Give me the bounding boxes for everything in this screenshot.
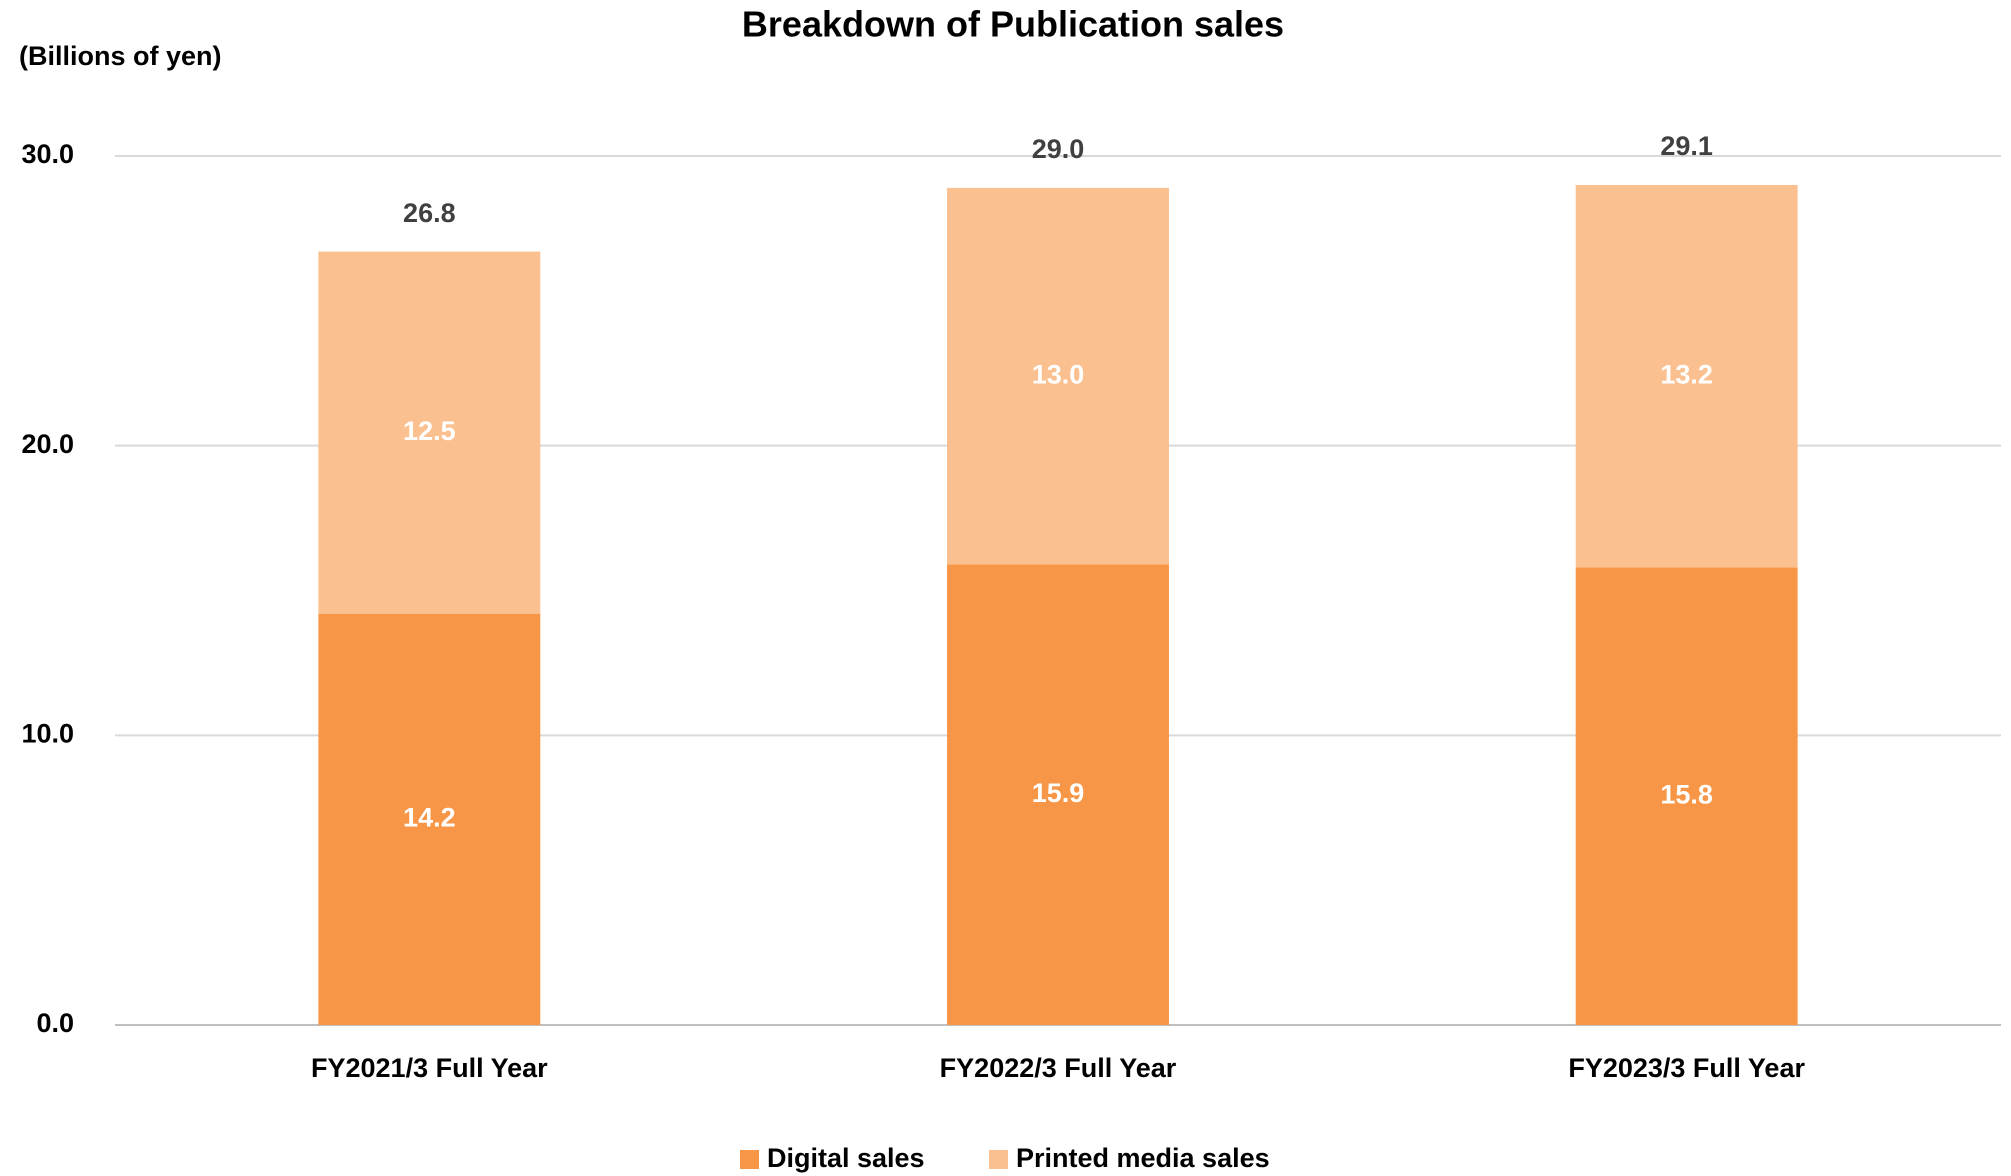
- value-label: 15.9: [1032, 778, 1085, 808]
- bar-segment: [318, 613, 541, 1025]
- value-label: 13.2: [1660, 359, 1713, 389]
- bar-segment: [1575, 567, 1798, 1025]
- total-label: 29.0: [1032, 134, 1085, 164]
- legend-label: Digital sales: [767, 1143, 925, 1173]
- y-axis-label: (Billions of yen): [19, 41, 222, 71]
- value-label: 12.5: [403, 416, 456, 446]
- bar-segment: [318, 251, 541, 614]
- y-tick-label: 10.0: [21, 718, 74, 748]
- y-tick-label: 0.0: [36, 1008, 74, 1038]
- value-label: 14.2: [403, 802, 456, 832]
- y-tick-label: 20.0: [21, 429, 74, 459]
- value-label: 15.8: [1660, 779, 1713, 809]
- total-label: 29.1: [1660, 131, 1713, 161]
- legend-label: Printed media sales: [1016, 1143, 1270, 1173]
- x-tick-label: FY2023/3 Full Year: [1568, 1053, 1805, 1083]
- total-label: 26.8: [403, 198, 456, 228]
- x-tick-label: FY2021/3 Full Year: [311, 1053, 548, 1083]
- legend-swatch: [989, 1150, 1008, 1169]
- y-tick-label: 30.0: [21, 139, 74, 169]
- value-label: 13.0: [1032, 359, 1085, 389]
- legend-swatch: [740, 1150, 759, 1169]
- chart-title: Breakdown of Publication sales: [742, 4, 1284, 45]
- bar-segment: [947, 564, 1169, 1025]
- bar-segment: [1575, 184, 1798, 568]
- x-tick-label: FY2022/3 Full Year: [940, 1053, 1177, 1083]
- bar-segment: [947, 187, 1169, 565]
